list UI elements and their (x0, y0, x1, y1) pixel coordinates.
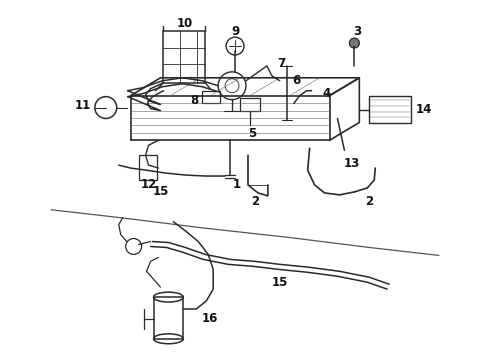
Text: 11: 11 (75, 99, 91, 112)
Text: 15: 15 (271, 276, 288, 289)
Text: 16: 16 (202, 312, 219, 325)
Bar (139, 155, 156, 180)
Text: 7: 7 (278, 57, 286, 71)
Text: 1: 1 (233, 179, 241, 192)
Text: 8: 8 (190, 94, 198, 107)
Text: 3: 3 (353, 24, 362, 38)
Text: 9: 9 (231, 24, 239, 38)
Bar (153, 297, 183, 339)
Text: 12: 12 (141, 179, 157, 192)
Text: 15: 15 (152, 185, 169, 198)
Bar (164, 31, 205, 83)
Text: 14: 14 (416, 103, 432, 116)
Text: 13: 13 (343, 157, 360, 170)
Text: 6: 6 (293, 74, 301, 87)
Text: 5: 5 (248, 127, 256, 140)
Text: 4: 4 (322, 87, 331, 100)
Bar (369, 96, 411, 123)
Bar (240, 98, 260, 111)
Text: 2: 2 (251, 195, 259, 208)
Circle shape (349, 38, 359, 48)
Text: 10: 10 (176, 17, 193, 30)
Text: 2: 2 (365, 195, 373, 208)
Bar (202, 91, 220, 103)
